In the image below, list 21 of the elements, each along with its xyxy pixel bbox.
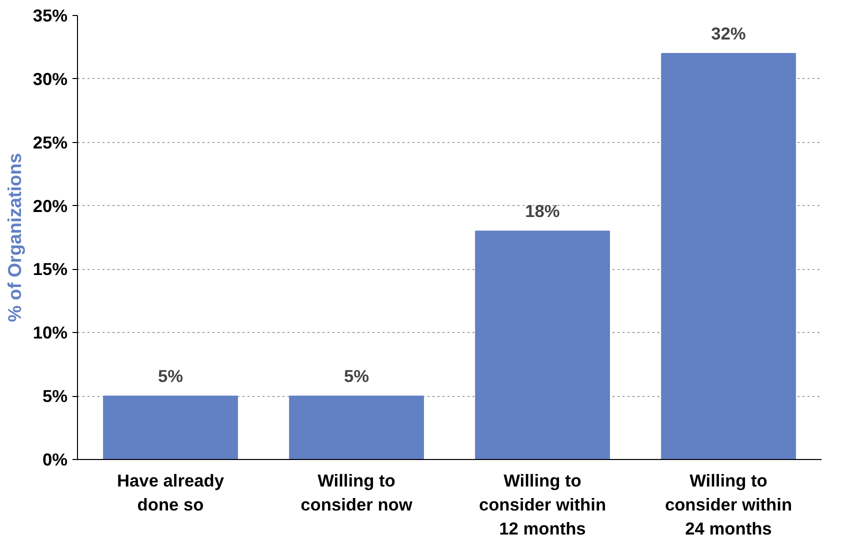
x-tick-label: Willing to consider within 12 months: [478, 470, 606, 538]
bar: [475, 230, 610, 460]
y-tick-label: 35%: [32, 6, 68, 26]
bar: [661, 53, 796, 460]
data-label: 32%: [711, 24, 746, 44]
data-label: 5%: [344, 366, 370, 386]
y-tick-label: 10%: [32, 322, 68, 343]
y-axis-title: % of Organizations: [4, 153, 25, 322]
y-tick-label: 30%: [32, 68, 68, 89]
x-tick-label: Willing to consider now: [300, 470, 413, 514]
y-tick-label: 5%: [42, 386, 68, 406]
data-label: 18%: [525, 201, 560, 222]
bar: [289, 396, 424, 460]
y-tick-label: 25%: [32, 132, 68, 152]
y-tick-label: 15%: [32, 259, 68, 280]
bar: [103, 396, 238, 460]
x-tick-label: Have already done so: [117, 470, 224, 514]
data-label: 5%: [158, 366, 184, 386]
y-tick-label: 20%: [32, 196, 68, 216]
x-tick-label: Willing to consider within 24 months: [664, 470, 792, 538]
y-tick-label: 0%: [42, 450, 68, 470]
